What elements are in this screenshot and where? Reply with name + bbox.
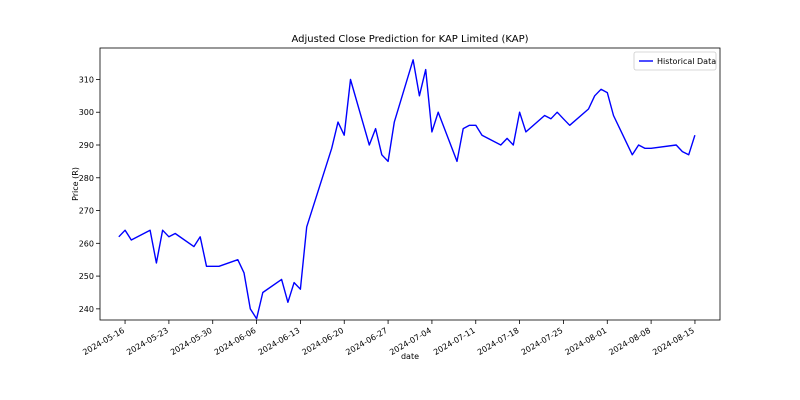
y-tick-label: 250	[79, 272, 94, 281]
y-tick-label: 280	[79, 174, 94, 183]
axes-frame	[99, 47, 721, 321]
y-tick-label: 290	[79, 141, 94, 150]
y-tick-label: 270	[79, 207, 94, 216]
y-tick-label: 240	[79, 305, 94, 314]
y-tick-label: 260	[79, 239, 94, 248]
y-axis-label: Price (R)	[71, 167, 80, 201]
y-tick-label: 310	[79, 75, 94, 84]
y-tick-label: 300	[79, 108, 94, 117]
chart-title: Adjusted Close Prediction for KAP Limite…	[291, 34, 528, 45]
legend-box	[633, 51, 717, 71]
x-axis-label: date	[401, 352, 419, 361]
series-line	[118, 59, 696, 320]
legend: Historical Data	[633, 51, 717, 71]
y-axis: 240 250 260 270 280 290 300 310	[79, 75, 100, 314]
plot-area	[99, 47, 721, 321]
legend-label: Historical Data	[657, 57, 716, 66]
series-layer	[118, 59, 696, 320]
